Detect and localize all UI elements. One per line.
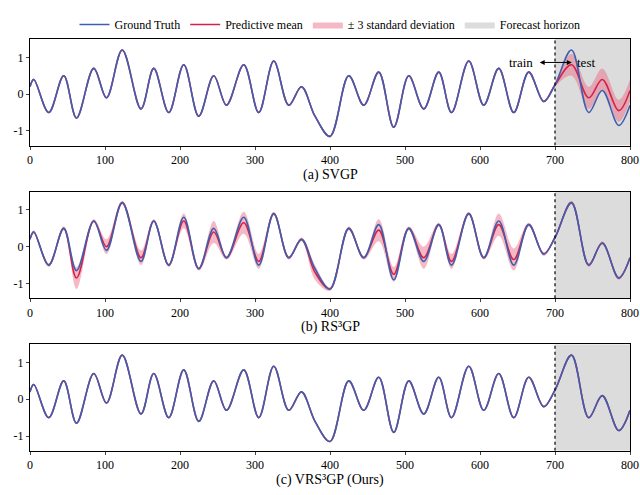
svg-text:0: 0 <box>18 240 24 254</box>
svg-text:700: 700 <box>546 306 564 320</box>
svg-text:(c) VRS³GP (Ours): (c) VRS³GP (Ours) <box>276 472 384 488</box>
svg-text:300: 300 <box>246 306 264 320</box>
svg-text:200: 200 <box>171 458 189 472</box>
svg-text:400: 400 <box>321 153 339 167</box>
svg-text:Predictive mean: Predictive mean <box>225 18 303 32</box>
svg-text:Forecast horizon: Forecast horizon <box>500 18 580 32</box>
svg-text:-1: -1 <box>14 429 24 443</box>
svg-text:500: 500 <box>396 153 414 167</box>
svg-text:800: 800 <box>621 458 639 472</box>
svg-text:test: test <box>577 55 595 70</box>
svg-text:100: 100 <box>96 458 114 472</box>
svg-text:-1: -1 <box>14 124 24 138</box>
svg-text:100: 100 <box>96 153 114 167</box>
svg-text:1: 1 <box>18 356 24 370</box>
svg-text:400: 400 <box>321 458 339 472</box>
svg-text:0: 0 <box>18 392 24 406</box>
svg-text:400: 400 <box>321 306 339 320</box>
svg-text:300: 300 <box>246 458 264 472</box>
svg-text:0: 0 <box>18 87 24 101</box>
svg-text:Ground Truth: Ground Truth <box>115 18 181 32</box>
svg-text:0: 0 <box>27 306 33 320</box>
svg-text:1: 1 <box>18 203 24 217</box>
svg-text:± 3 standard deviation: ± 3 standard deviation <box>348 18 455 32</box>
svg-text:(b) RS³GP: (b) RS³GP <box>301 319 360 335</box>
svg-text:1: 1 <box>18 51 24 65</box>
svg-text:train: train <box>509 55 533 70</box>
svg-text:700: 700 <box>546 153 564 167</box>
svg-text:300: 300 <box>246 153 264 167</box>
svg-text:500: 500 <box>396 306 414 320</box>
svg-text:200: 200 <box>171 153 189 167</box>
svg-text:500: 500 <box>396 458 414 472</box>
svg-text:800: 800 <box>621 306 639 320</box>
svg-text:(a) SVGP: (a) SVGP <box>303 167 358 183</box>
svg-text:-1: -1 <box>14 277 24 291</box>
svg-text:700: 700 <box>546 458 564 472</box>
svg-text:600: 600 <box>471 153 489 167</box>
svg-text:0: 0 <box>27 458 33 472</box>
svg-text:600: 600 <box>471 306 489 320</box>
svg-text:600: 600 <box>471 458 489 472</box>
svg-text:200: 200 <box>171 306 189 320</box>
svg-text:100: 100 <box>96 306 114 320</box>
svg-text:0: 0 <box>27 153 33 167</box>
svg-text:800: 800 <box>621 153 639 167</box>
